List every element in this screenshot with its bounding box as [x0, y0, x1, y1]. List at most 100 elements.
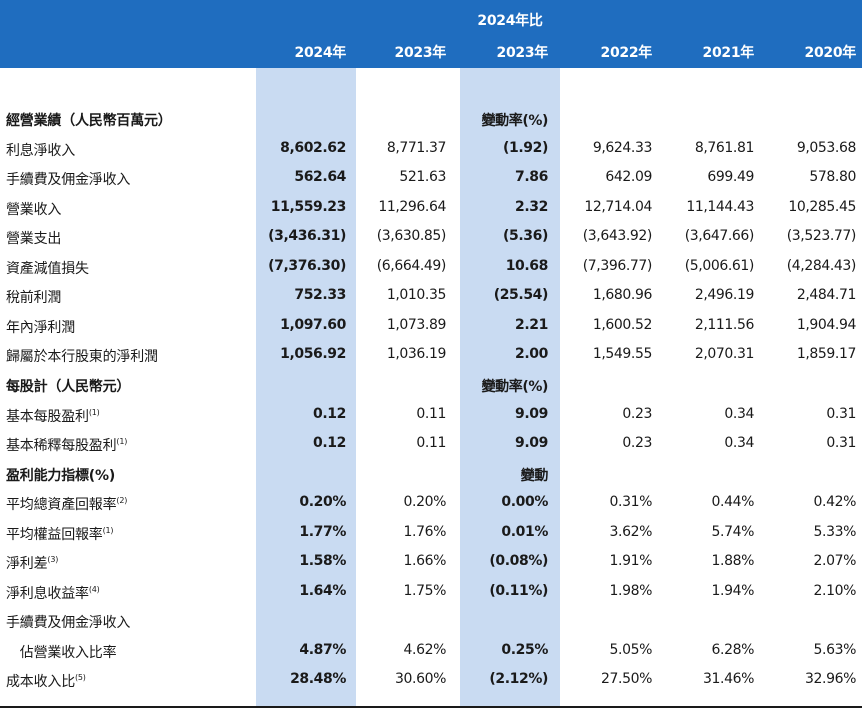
- row-label: 基本稀釋每股盈利(1): [6, 435, 127, 455]
- table-row: 營業支出 (3,436.31) (3,630.85) (5.36) (3,643.92)…: [0, 222, 862, 252]
- val-2020: 2,484.71: [796, 287, 857, 304]
- val-2021: 1.88%: [711, 553, 755, 570]
- row-label: 營業收入: [6, 199, 61, 219]
- row-label: 資產減值損失: [6, 258, 89, 278]
- val-2021: 31.46%: [703, 671, 754, 688]
- footnote-marker: (2): [116, 496, 128, 506]
- val-2023: (3,630.85): [376, 228, 447, 245]
- val-2024: 752.33: [294, 287, 346, 304]
- val-2022: 1,680.96: [592, 287, 653, 304]
- row-label: 平均總資產回報率(2): [6, 494, 127, 514]
- row-label-text: 成本收入比: [6, 674, 75, 691]
- row-label: 利息淨收入: [6, 140, 75, 160]
- table-row: 稅前利潤 752.33 1,010.35 (25.54) 1,680.96 2,496.1…: [0, 281, 862, 311]
- val-2021: 699.49: [707, 169, 754, 186]
- val-change: 2.00: [515, 346, 548, 363]
- val-2024: 0.12: [313, 435, 346, 452]
- val-2020: 1,859.17: [796, 346, 857, 363]
- footnote-marker: (5): [75, 673, 86, 683]
- row-label-text: 基本每股盈利: [6, 408, 89, 425]
- val-2021: (3,647.66): [684, 228, 755, 245]
- val-2024: 1.58%: [299, 553, 346, 570]
- row-label: 佔營業收入比率: [6, 642, 117, 662]
- highlight-column-2024: [256, 68, 356, 707]
- val-2021: 5.74%: [711, 523, 755, 540]
- row-label: 經營業績（人民幣百萬元）: [6, 110, 172, 130]
- table-row: 營業收入 11,559.23 11,296.64 2.32 12,714.04 11,14…: [0, 193, 862, 223]
- row-label: 稅前利潤: [6, 287, 61, 307]
- table-row: 基本稀釋每股盈利(1) 0.12 0.11 9.09 0.23 0.34 0.31: [0, 429, 862, 459]
- val-change: 2.21: [515, 316, 548, 333]
- row-label-text: 手續費及佣金淨收入: [6, 615, 131, 632]
- footnote-marker: (3): [47, 555, 59, 565]
- val-2023: 11,296.64: [378, 198, 446, 215]
- val-2023: 8,771.37: [386, 139, 447, 156]
- val-2024: (3,436.31): [268, 228, 346, 245]
- row-label-text: 盈利能力指標(%): [6, 467, 116, 484]
- val-2020: 32.96%: [805, 671, 856, 688]
- val-2023: 1.75%: [403, 582, 447, 599]
- row-label-text: 利息淨收入: [6, 142, 75, 159]
- val-2023: (6,664.49): [376, 257, 447, 274]
- val-2022: 12,714.04: [584, 198, 652, 215]
- val-2021: 8,761.81: [694, 139, 755, 156]
- val-2023: 1,010.35: [386, 287, 447, 304]
- section-header-row: 盈利能力指標(%) 變動: [0, 459, 862, 489]
- val-2022: 0.23: [622, 435, 652, 452]
- table-row: 成本收入比(5) 28.48% 30.60% (2.12%) 27.50% 31.46% 3…: [0, 665, 862, 695]
- val-2024: 0.12: [313, 405, 346, 422]
- val-change: (1.92): [503, 139, 548, 156]
- val-2023: 521.63: [399, 169, 446, 186]
- table-row: 佔營業收入比率 4.87% 4.62% 0.25% 5.05% 6.28% 5.63%: [0, 636, 862, 666]
- val-change: (25.54): [493, 287, 549, 304]
- val-2024: 1.77%: [299, 523, 346, 540]
- footnote-marker: (1): [102, 525, 114, 535]
- row-label: 淨利差(3): [6, 553, 58, 573]
- row-label-text: 營業支出: [6, 231, 62, 248]
- row-label-text: 每股計（人民幣元）: [6, 378, 131, 395]
- val-change: 7.86: [515, 169, 548, 186]
- val-2022: 1,600.52: [592, 316, 653, 333]
- val-2023: 30.60%: [395, 671, 446, 688]
- table-row: 手續費及佣金淨收入: [0, 606, 862, 636]
- val-2020: (4,284.43): [786, 257, 857, 274]
- val-2023: 4.62%: [403, 641, 447, 658]
- val-2024: 0.20%: [299, 494, 346, 511]
- val-2023: 1.66%: [403, 553, 447, 570]
- val-2021: 0.34: [724, 405, 754, 422]
- val-2020: 5.63%: [813, 641, 857, 658]
- row-label-text: 平均總資產回報率: [6, 497, 117, 514]
- val-2020: (3,523.77): [786, 228, 857, 245]
- val-2020: 2.10%: [813, 582, 857, 599]
- val-change: 10.68: [505, 257, 549, 274]
- val-2020: 578.80: [809, 169, 856, 186]
- footnote-marker: (1): [116, 437, 128, 447]
- val-2022: 9,624.33: [592, 139, 653, 156]
- row-label: 盈利能力指標(%): [6, 465, 115, 485]
- val-change: 0.25%: [501, 641, 548, 658]
- val-2021: 1.94%: [711, 582, 755, 599]
- val-2023: 0.11: [416, 405, 446, 422]
- val-2023: 1,036.19: [386, 346, 447, 363]
- header-col-2020: 2020年: [804, 45, 857, 61]
- table-row: 手續費及佣金淨收入 562.64 521.63 7.86 642.09 699.49 578…: [0, 163, 862, 193]
- table-bottom-rule: [0, 706, 862, 708]
- row-label-text: 營業收入: [6, 201, 62, 218]
- val-change: 0.01%: [501, 523, 548, 540]
- val-change: 2.32: [515, 198, 548, 215]
- val-2020: 2.07%: [813, 553, 857, 570]
- val-change: 0.00%: [501, 494, 548, 511]
- val-change: 9.09: [515, 435, 548, 452]
- val-2023: 1,073.89: [386, 316, 447, 333]
- val-2023: 1.76%: [403, 523, 447, 540]
- val-2024: (7,376.30): [268, 257, 346, 274]
- val-change: (2.12%): [489, 671, 548, 688]
- table-row: 歸屬於本行股東的淨利潤 1,056.92 1,036.19 2.00 1,549.55 2…: [0, 340, 862, 370]
- header-super-label: 2024年比: [477, 13, 543, 29]
- val-2021: 11,144.43: [686, 198, 754, 215]
- val-2020: 0.42%: [813, 494, 857, 511]
- val-2022: 1.98%: [609, 582, 653, 599]
- val-2022: 0.23: [622, 405, 652, 422]
- table-row: 基本每股盈利(1) 0.12 0.11 9.09 0.23 0.34 0.31: [0, 400, 862, 430]
- val-2024: 562.64: [294, 169, 346, 186]
